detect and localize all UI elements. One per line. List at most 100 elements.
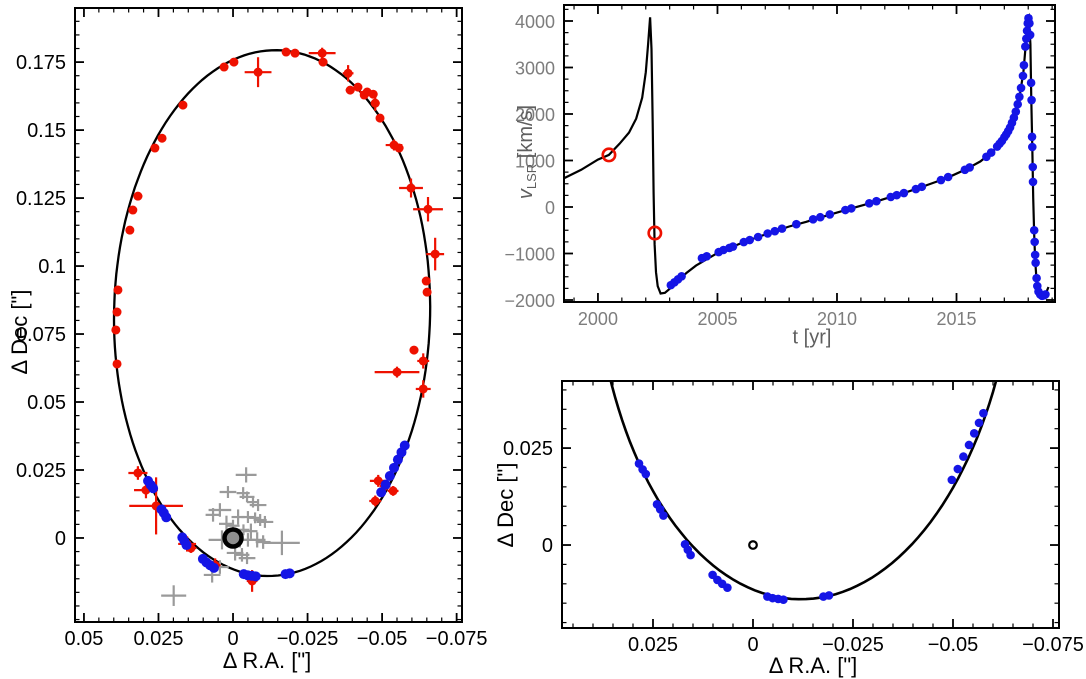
rv-point	[1015, 92, 1024, 102]
rv-point	[702, 251, 712, 261]
orbit-frame: 0.05 0.025 0 −0.025 −0.05 −0.075 0 0.025 0.05 0.0…	[16, 7, 488, 650]
naco-point	[345, 85, 355, 95]
pericenter-gravity-point	[779, 595, 788, 604]
rv-point	[808, 215, 818, 224]
rv-point	[1021, 42, 1030, 51]
rv-y-tick-label: −2000	[504, 291, 555, 311]
rv-point	[1027, 142, 1037, 152]
naco-point	[128, 205, 138, 215]
naco-point	[150, 143, 160, 153]
rv-point	[943, 172, 953, 182]
rv-point	[777, 224, 787, 233]
rv-point	[792, 219, 801, 229]
pericenter-gravity-point	[979, 408, 988, 418]
orbit-x-axis-label: Δ R.A. ["]	[222, 648, 312, 673]
gravity-point	[389, 462, 400, 473]
pericenter-x-tick-label: 0.025	[628, 634, 678, 656]
rv-red-open-circle	[647, 225, 663, 241]
naco-point	[373, 476, 383, 486]
rv-point	[770, 226, 780, 236]
naco-point	[418, 384, 428, 394]
rv-point	[1028, 177, 1038, 187]
rv-point	[872, 196, 881, 206]
naco-point	[290, 48, 300, 58]
pericenter-x-tick-label: −0.075	[1022, 634, 1084, 656]
rv-point	[892, 190, 902, 200]
rv-point	[899, 188, 909, 198]
naco-point	[317, 48, 327, 58]
rv-y-tick-label: −1000	[504, 244, 555, 264]
rv-point	[917, 182, 927, 192]
gravity-point	[376, 487, 387, 498]
rv-y-tick-label: 0	[545, 198, 555, 218]
naco-point	[219, 62, 229, 72]
orbit-y-tick-label: 0	[55, 528, 66, 550]
pericenter-gravity-point	[969, 429, 979, 438]
orbit-y-tick-label: 0.05	[27, 392, 66, 414]
naco-point	[113, 285, 123, 295]
gravity-point	[181, 540, 192, 551]
pericenter-gravity-point	[723, 583, 732, 592]
naco-point	[253, 67, 263, 77]
pericenter-y-tick-label: 0	[542, 535, 553, 557]
orbit-y-tick-label: 0.15	[27, 120, 66, 142]
naco-point	[111, 325, 121, 335]
rv-point	[815, 212, 825, 222]
naco-point	[423, 204, 433, 214]
rv-y-tick-label: 4000	[515, 12, 555, 32]
pericenter-gravity-point	[974, 418, 984, 428]
naco-point	[343, 68, 353, 78]
gravity-point	[250, 571, 261, 582]
rv-point	[745, 235, 755, 245]
pericenter-x-tick-label: 0	[747, 634, 758, 656]
rv-x-tick-label: 2000	[578, 309, 618, 329]
naco-point	[394, 143, 404, 153]
rv-point	[1029, 225, 1039, 235]
rv-y-axis-label-unit: [km/s]	[515, 104, 537, 164]
pericenter-curve	[609, 381, 998, 601]
pericenter-gravity-point	[964, 440, 974, 450]
naco-point	[418, 356, 428, 366]
naco-point	[388, 486, 398, 496]
gravity-point	[208, 562, 219, 573]
rv-point	[753, 232, 763, 242]
rv-y-tick-label: 3000	[515, 58, 555, 78]
orbit-frame-rect	[74, 7, 463, 623]
orbit-x-tick-label: −0.05	[357, 628, 408, 650]
orbit-x-tick-label: 0	[227, 628, 238, 650]
pericenter-y-tick-label: 0.025	[503, 438, 553, 460]
orbit-y-tick-label: 0.025	[16, 460, 66, 482]
naco-point	[157, 133, 167, 143]
naco-point	[422, 287, 432, 297]
rv-y-axis-label-subscript: LSR	[524, 163, 539, 190]
naco-point	[409, 345, 419, 355]
naco-point	[133, 191, 143, 201]
sgra-marker	[222, 527, 244, 549]
naco-point	[318, 57, 328, 67]
naco-point	[421, 276, 431, 286]
gravity-point	[161, 512, 172, 523]
rv-point	[1031, 258, 1040, 268]
pericenter-frame: 0.025 0 −0.025 −0.05 −0.075 0 0.025	[503, 380, 1084, 656]
orbit-y-tick-label: 0.1	[38, 256, 66, 278]
naco-point	[370, 496, 380, 506]
rv-point	[1018, 71, 1028, 81]
gravity-point	[148, 483, 159, 494]
rv-point	[1030, 250, 1040, 260]
naco-point	[229, 57, 239, 67]
rv-y-tick-label: 2000	[515, 105, 555, 125]
rv-curve	[564, 12, 1050, 298]
rv-point	[825, 210, 835, 219]
rv-point	[1011, 107, 1021, 116]
pericenter-gravity-point	[953, 464, 963, 474]
rv-y-axis-label-symbol: v	[515, 189, 537, 200]
naco-point	[133, 468, 143, 478]
rv-point	[1025, 19, 1034, 28]
naco-point	[353, 82, 363, 92]
gravity-point	[384, 470, 395, 481]
pericenter-gravity-point	[641, 469, 651, 479]
orbit-y-tick-label: 0.175	[16, 52, 66, 74]
rv-point	[1032, 273, 1041, 283]
